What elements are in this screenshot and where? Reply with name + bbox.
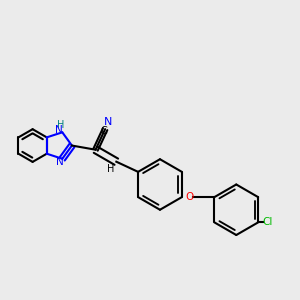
Text: O: O xyxy=(185,192,194,202)
Text: Cl: Cl xyxy=(262,218,273,227)
Text: N: N xyxy=(55,125,63,135)
Text: H: H xyxy=(57,120,64,130)
Text: N: N xyxy=(104,117,112,128)
Text: C: C xyxy=(100,127,107,136)
Text: N: N xyxy=(56,157,64,167)
Text: H: H xyxy=(107,164,114,174)
